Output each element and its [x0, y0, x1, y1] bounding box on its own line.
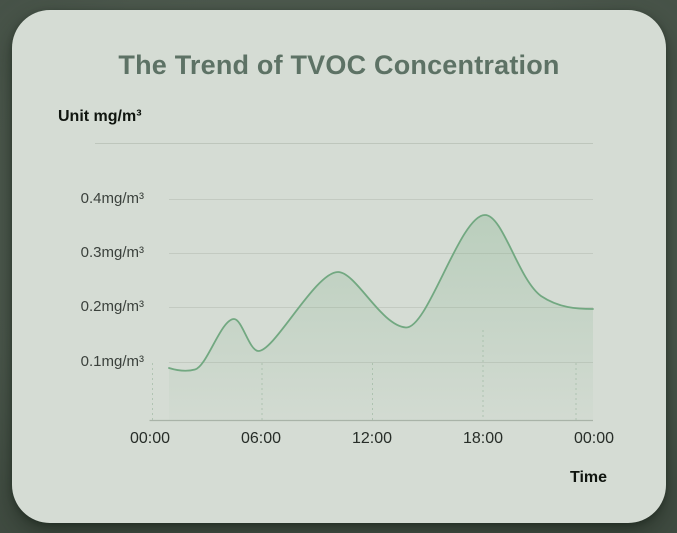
chart-card: [12, 10, 666, 523]
area-fill: [169, 215, 593, 420]
y-axis-tick-label-0-4: 0.4mg/m³: [80, 190, 144, 207]
y-axis-tick-label-0-3: 0.3mg/m³: [80, 244, 144, 261]
y-axis-tick-label-0-2: 0.2mg/m³: [80, 298, 144, 315]
x-axis-title: Time: [570, 469, 608, 486]
y-axis-tick-label-0-1: 0.1mg/m³: [80, 353, 144, 370]
page-title: The Trend of TVOC Concentration: [118, 50, 560, 80]
x-axis-tick-label-1200: 12:00: [351, 430, 393, 447]
y-axis-unit-label: Unit mg/m³: [58, 108, 142, 125]
x-axis-tick-label-1800: 18:00: [462, 430, 504, 447]
x-axis-tick-label-2400: 00:00: [573, 430, 615, 447]
x-axis-tick-label-0000: 00:00: [129, 430, 171, 447]
x-axis-tick-label-0600: 06:00: [240, 430, 282, 447]
trend-line: [168, 214, 594, 372]
